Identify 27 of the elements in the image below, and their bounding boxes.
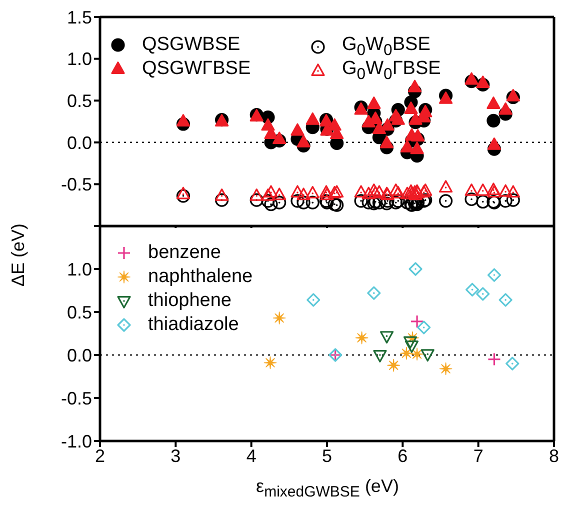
legend-label: G$_{0}$W$_{0}$ΓBSE	[342, 57, 441, 85]
x-tick-label: 6	[398, 446, 408, 466]
y-axis-title: ΔE (eV)	[8, 223, 28, 287]
legend-label: QSGWBSE	[142, 33, 240, 56]
y-tick-label: -0.5	[60, 388, 92, 408]
legend-label: thiophene	[148, 289, 232, 312]
y-tick-label: -0.5	[60, 174, 92, 195]
y-tick-label: 0.5	[66, 90, 92, 111]
y-tick-label: 0.0	[66, 132, 92, 153]
y-tick-label: 1.0	[66, 49, 92, 70]
x-tick-label: 5	[322, 446, 332, 466]
legend-label: benzene	[148, 241, 221, 264]
y-tick-label: 0.5	[66, 302, 92, 322]
y-tick-label: 1.5	[66, 7, 92, 28]
y-tick-label: -1.0	[60, 431, 92, 452]
legend-label: thiadiazole	[148, 313, 239, 336]
x-tick-label: 4	[246, 446, 256, 466]
y-tick-label: 1.0	[66, 259, 92, 280]
x-tick-label: 2	[94, 446, 106, 466]
x-tick-label: 3	[170, 446, 181, 466]
x-tick-label: 7	[473, 446, 484, 466]
x-axis-title: ε$_{mixedGWBSE}$ (eV)	[255, 476, 400, 501]
legend-label: G$_{0}$W$_{0}$BSE	[342, 34, 430, 59]
x-tick-label: 8	[548, 446, 560, 466]
legend-label: QSGWΓBSE	[142, 57, 251, 80]
legend-label: naphthalene	[148, 265, 253, 288]
y-tick-label: 0.0	[66, 345, 92, 366]
